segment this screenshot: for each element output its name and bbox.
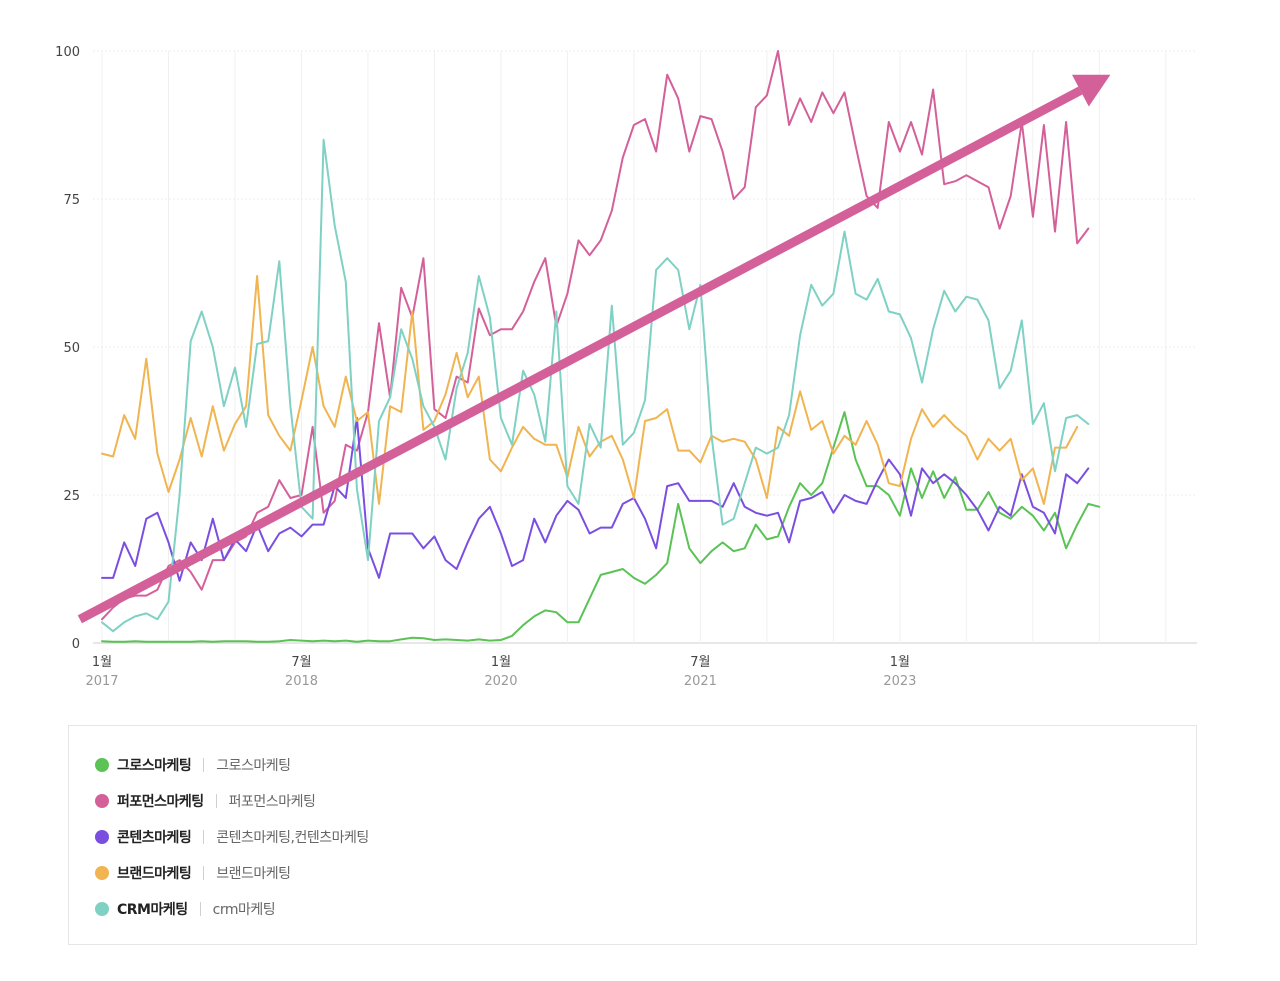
x-tick-year: 2023 <box>883 674 916 689</box>
series-line-2 <box>102 418 1088 581</box>
legend-dot-growth <box>95 758 109 772</box>
y-tick-label: 50 <box>63 341 80 356</box>
grid <box>93 51 1197 643</box>
legend-keywords: 콘텐츠마케팅,컨텐츠마케팅 <box>216 827 369 847</box>
legend-dot-content <box>95 830 109 844</box>
x-tick-label: 7월 <box>690 655 710 670</box>
x-tick-label: 1월 <box>890 655 910 670</box>
y-tick-label: 75 <box>63 193 80 208</box>
legend-item-growth[interactable]: 그로스마케팅 그로스마케팅 <box>95 754 291 776</box>
legend-item-crm[interactable]: CRM마케팅 crm마케팅 <box>95 898 275 920</box>
legend-divider <box>203 758 204 772</box>
legend: 그로스마케팅 그로스마케팅 퍼포먼스마케팅 퍼포먼스마케팅 콘텐츠마케팅 콘텐츠… <box>68 725 1197 945</box>
legend-dot-performance <box>95 794 109 808</box>
legend-item-brand[interactable]: 브랜드마케팅 브랜드마케팅 <box>95 862 291 884</box>
legend-divider <box>216 794 217 808</box>
y-tick-label: 25 <box>63 489 80 504</box>
x-tick-year: 2017 <box>85 674 118 689</box>
legend-keywords: 퍼포먼스마케팅 <box>229 791 316 811</box>
trend-chart: 0 25 50 75 100 1월 2017 7월 2018 1월 2020 7월 2021 1월 2023 <box>0 0 1280 720</box>
legend-item-content[interactable]: 콘텐츠마케팅 콘텐츠마케팅,컨텐츠마케팅 <box>95 826 369 848</box>
x-tick-label: 1월 <box>491 655 511 670</box>
legend-item-performance[interactable]: 퍼포먼스마케팅 퍼포먼스마케팅 <box>95 790 315 812</box>
x-tick-year: 2018 <box>285 674 318 689</box>
y-tick-label: 100 <box>55 45 80 60</box>
series-line-3 <box>102 276 1077 504</box>
x-tick-label: 1월 <box>92 655 112 670</box>
legend-dot-brand <box>95 866 109 880</box>
x-tick-label: 7월 <box>291 655 311 670</box>
legend-name: 그로스마케팅 <box>117 755 191 775</box>
legend-name: CRM마케팅 <box>117 899 188 919</box>
legend-divider <box>200 902 201 916</box>
legend-keywords: crm마케팅 <box>213 899 276 919</box>
legend-dot-crm <box>95 902 109 916</box>
legend-name: 콘텐츠마케팅 <box>117 827 191 847</box>
axis-labels: 0 25 50 75 100 1월 2017 7월 2018 1월 2020 7월 2021 1월 2023 <box>55 45 916 689</box>
legend-divider <box>203 866 204 880</box>
x-tick-year: 2021 <box>684 674 717 689</box>
legend-keywords: 브랜드마케팅 <box>216 863 290 883</box>
x-tick-year: 2020 <box>484 674 517 689</box>
trend-arrow-shaft <box>80 91 1081 620</box>
series-line-4 <box>102 140 1088 631</box>
legend-name: 퍼포먼스마케팅 <box>117 791 204 811</box>
legend-name: 브랜드마케팅 <box>117 863 191 883</box>
legend-keywords: 그로스마케팅 <box>216 755 290 775</box>
legend-divider <box>203 830 204 844</box>
y-tick-label: 0 <box>72 637 80 652</box>
